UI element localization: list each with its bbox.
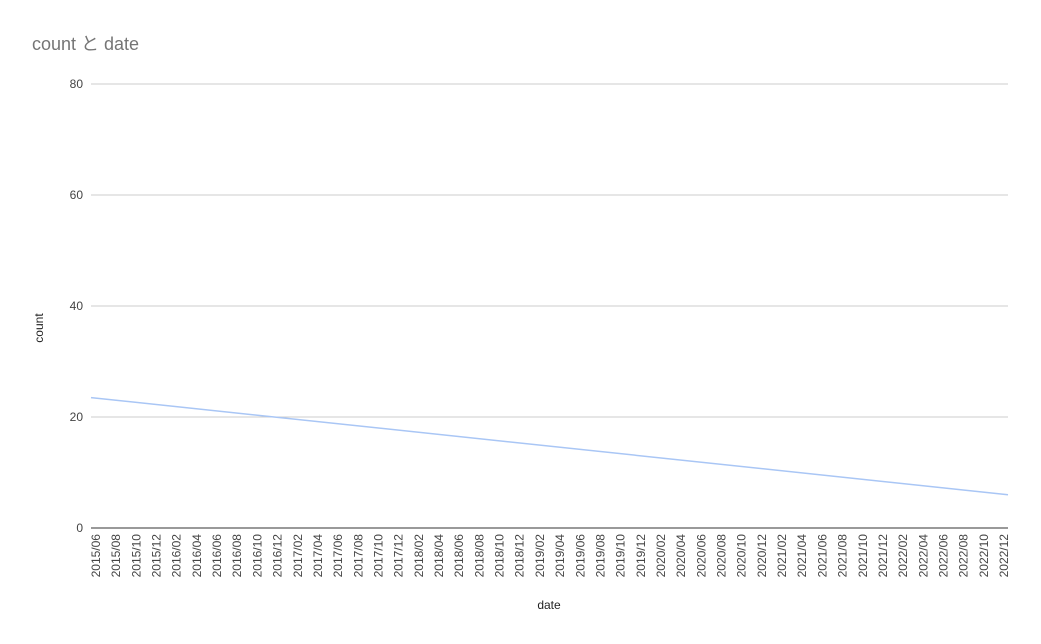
y-tick-label: 20 <box>70 410 84 424</box>
x-tick-label: 2016/04 <box>190 534 204 578</box>
y-axis-title: count <box>32 313 46 343</box>
x-tick-label: 2018/12 <box>513 534 527 578</box>
y-tick-label: 60 <box>70 188 84 202</box>
x-tick-label: 2017/12 <box>392 534 406 578</box>
x-tick-label: 2020/12 <box>755 534 769 578</box>
x-tick-label: 2018/04 <box>432 534 446 578</box>
x-tick-label: 2016/12 <box>271 534 285 578</box>
x-tick-label: 2022/10 <box>977 534 991 578</box>
x-tick-label: 2022/12 <box>997 534 1011 578</box>
x-tick-label: 2019/04 <box>553 534 567 578</box>
x-axis-title: date <box>537 598 561 612</box>
x-tick-label: 2015/10 <box>129 534 143 578</box>
x-tick-label: 2017/08 <box>351 534 365 578</box>
x-tick-label: 2020/02 <box>654 534 668 578</box>
x-tick-label: 2015/06 <box>89 534 103 578</box>
x-tick-label: 2020/04 <box>674 534 688 578</box>
x-tick-label: 2015/08 <box>109 534 123 578</box>
x-tick-label: 2018/08 <box>472 534 486 578</box>
y-tick-label: 0 <box>76 521 83 535</box>
y-tick-label: 40 <box>70 299 84 313</box>
x-tick-label: 2020/08 <box>715 534 729 578</box>
x-tick-label: 2020/10 <box>735 534 749 578</box>
x-tick-label: 2019/12 <box>634 534 648 578</box>
x-tick-label: 2017/10 <box>371 534 385 578</box>
x-tick-label: 2022/08 <box>957 534 971 578</box>
x-tick-label: 2017/02 <box>291 534 305 578</box>
x-tick-label: 2019/10 <box>614 534 628 578</box>
x-tick-label: 2019/08 <box>593 534 607 578</box>
x-tick-label: 2016/08 <box>230 534 244 578</box>
trendline <box>90 396 1009 496</box>
y-tick-label: 80 <box>70 77 84 91</box>
x-tick-label: 2021/02 <box>775 534 789 578</box>
x-tick-label: 2019/06 <box>573 534 587 578</box>
x-tick-label: 2017/06 <box>331 534 345 578</box>
x-tick-label: 2021/10 <box>856 534 870 578</box>
x-tick-label: 2017/04 <box>311 534 325 578</box>
x-tick-label: 2019/02 <box>533 534 547 578</box>
x-tick-label: 2018/06 <box>452 534 466 578</box>
x-tick-label: 2016/06 <box>210 534 224 578</box>
x-tick-label: 2016/02 <box>170 534 184 578</box>
x-tick-label: 2015/12 <box>150 534 164 578</box>
x-tick-label: 2021/08 <box>836 534 850 578</box>
x-tick-label: 2016/10 <box>250 534 264 578</box>
x-tick-label: 2021/04 <box>795 534 809 578</box>
x-tick-label: 2022/06 <box>936 534 950 578</box>
x-tick-label: 2020/06 <box>694 534 708 578</box>
x-tick-label: 2021/06 <box>815 534 829 578</box>
x-tick-label: 2022/02 <box>896 534 910 578</box>
chart-title: count と date <box>32 34 139 54</box>
x-tick-label: 2018/02 <box>412 534 426 578</box>
x-tick-label: 2022/04 <box>916 534 930 578</box>
x-tick-label: 2018/10 <box>493 534 507 578</box>
x-tick-label: 2021/12 <box>876 534 890 578</box>
